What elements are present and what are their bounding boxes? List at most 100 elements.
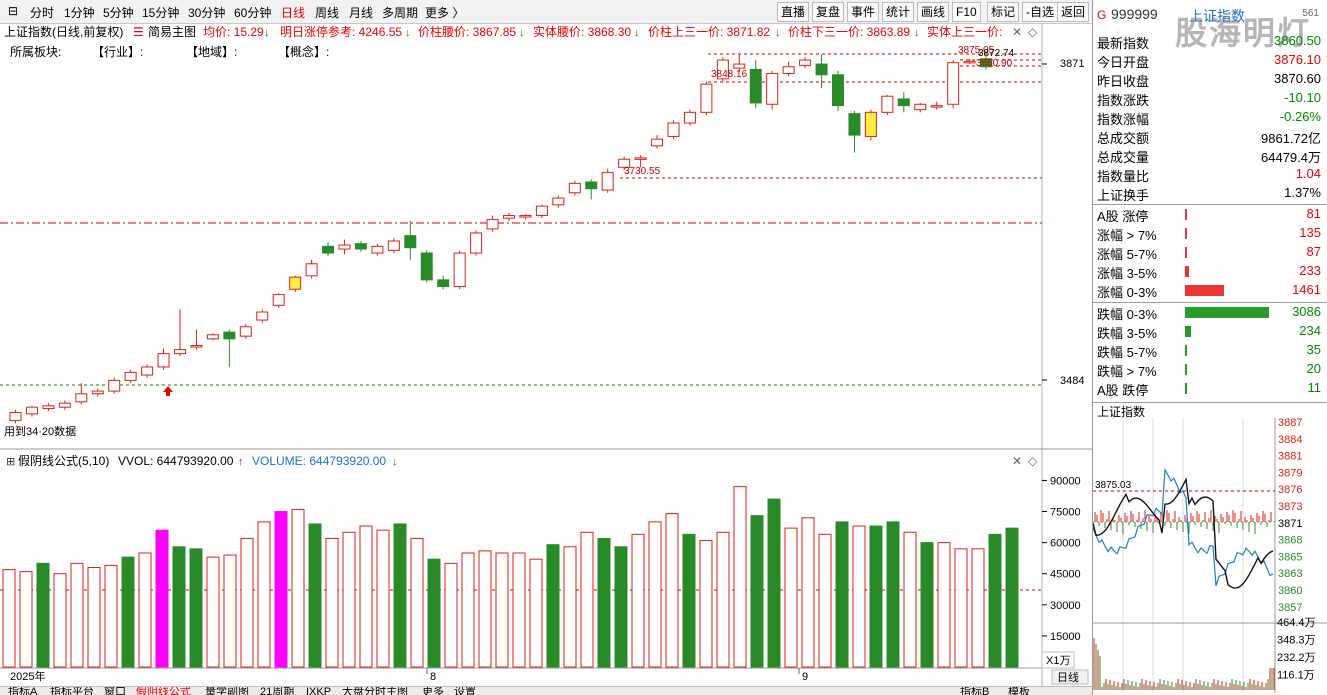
tab-indicator-platform[interactable]: 指标平台	[50, 686, 94, 695]
candle-body	[618, 158, 631, 168]
main-chart-label[interactable]: 简易主图	[148, 25, 196, 39]
volume-title[interactable]: 假阴线公式(5,10)	[18, 454, 109, 468]
volume-bar	[223, 554, 237, 668]
volume-bar	[240, 537, 254, 668]
tab-1min[interactable]: 1分钟	[64, 6, 95, 20]
close-icon[interactable]: ✕	[1012, 25, 1022, 39]
tab-index-intraday[interactable]: 大盘分时主图	[342, 686, 408, 695]
diamond-icon[interactable]: ◇	[1028, 25, 1038, 39]
mini-price-tick: 3884	[1278, 434, 1302, 446]
upper-third-label: 价柱上三一价: 3871.82	[648, 24, 770, 39]
tab-multi-period[interactable]: 多周期	[382, 6, 419, 20]
volume-bar	[206, 556, 220, 668]
volume-bar	[512, 552, 526, 668]
indicator-toggle-icon[interactable]: ⊞	[6, 456, 15, 468]
candle-body	[157, 353, 170, 368]
tab-volume-sub[interactable]: 量学副图	[205, 686, 249, 695]
volume-bar	[121, 556, 135, 668]
draw-button[interactable]: 画线	[917, 2, 950, 22]
candle-body	[42, 405, 55, 410]
tab-window[interactable]: 窗口	[104, 686, 126, 695]
quote-row-value: 1.37%	[1284, 185, 1321, 200]
breadth-row-value: 35	[1306, 342, 1321, 357]
arrow-down-icon: ↓	[405, 27, 411, 39]
quote-row: 指数涨跌 -10.10	[1097, 90, 1321, 108]
tab-21-period[interactable]: 21周期	[260, 686, 295, 695]
f10-button[interactable]: F10	[952, 2, 981, 22]
price-tick-top: 3871	[1060, 58, 1084, 70]
candle-body	[124, 371, 137, 381]
breadth-row-label: 涨幅 > 7%	[1097, 228, 1157, 243]
volume-bar	[614, 546, 628, 668]
breadth-row-label: 跌幅 3-5%	[1097, 326, 1157, 341]
concept-label: 【概念】:	[278, 44, 329, 59]
tab-more[interactable]: 更多 〉	[425, 6, 465, 20]
tab-60min[interactable]: 60分钟	[234, 6, 272, 20]
candle-series	[9, 54, 993, 424]
diamond-icon[interactable]: ◇	[1028, 454, 1038, 468]
quote-row-value: 1.04	[1295, 166, 1321, 181]
close-icon[interactable]: ✕	[1012, 454, 1022, 468]
tab-settings[interactable]: 设置	[454, 686, 476, 695]
quote-row-value: 3860.50	[1274, 33, 1321, 48]
tab-indicator-b[interactable]: 指标B	[960, 686, 990, 695]
tab-daily[interactable]: 日线	[281, 6, 306, 20]
quote-row: 今日开盘 3876.10	[1097, 52, 1321, 70]
low-annotation: 3860.90	[976, 58, 1013, 69]
tab-30min[interactable]: 30分钟	[188, 6, 226, 20]
mini-price-tick: 3879	[1278, 467, 1302, 479]
candle-body	[387, 240, 400, 251]
volume-bar	[308, 523, 322, 668]
mark1-annotation: 3848.16	[711, 69, 748, 80]
mini-intraday-chart[interactable]: 3887 3884 3881 3879 3876 3873 3871 3868 3865 3863…	[1093, 418, 1327, 693]
daily-tab[interactable]: 日线	[1057, 670, 1079, 684]
volume-bar	[580, 531, 594, 668]
limit-ref-label: 明日涨停参考: 4246.55	[280, 24, 402, 39]
mark-button[interactable]: 标记	[987, 2, 1020, 22]
candle-body	[733, 63, 746, 69]
tab-fake-yin[interactable]: 假阴线公式	[136, 686, 191, 695]
live-button[interactable]: 直播	[777, 2, 810, 22]
tab-15min[interactable]: 15分钟	[142, 6, 180, 20]
breadth-bar	[1185, 247, 1187, 258]
breadth-row-value: 1461	[1292, 282, 1321, 297]
review-button[interactable]: 复盘	[812, 2, 845, 22]
volume-bar	[699, 540, 713, 668]
breadth-bar	[1185, 326, 1191, 337]
volume-unit-box	[1041, 651, 1075, 669]
daily-tab-box[interactable]	[1051, 669, 1089, 685]
mark2-annotation: 3730.55	[624, 166, 661, 177]
body-upper-label: 实体上三一价:	[927, 24, 1002, 39]
candle-body	[174, 349, 186, 355]
tab-template[interactable]: 模板	[1008, 686, 1030, 695]
quote-row-label: 指数量比	[1097, 169, 1150, 184]
breadth-row: 涨幅 0-3% 1461	[1097, 282, 1321, 300]
tab-ixkp[interactable]: IXKP	[306, 686, 332, 695]
tab-fenshi[interactable]: 分时	[30, 6, 55, 20]
tab-more[interactable]: 更多	[422, 686, 444, 695]
volume-tick-label: 90000	[1050, 475, 1081, 487]
candle-body	[832, 74, 844, 107]
quote-row: 总成交量 64479.4万	[1097, 147, 1321, 165]
breadth-row-value: 20	[1306, 361, 1321, 376]
quote-row-label: 最新指数	[1097, 36, 1150, 51]
tab-weekly[interactable]: 周线	[315, 6, 340, 20]
breadth-row-label: 涨幅 5-7%	[1097, 247, 1157, 262]
chart-menu-icon[interactable]: ☰	[133, 25, 144, 39]
tab-monthly[interactable]: 月线	[349, 6, 374, 20]
candle-body	[239, 326, 252, 337]
candle-body	[9, 412, 22, 422]
tab-indicator-a[interactable]: 指标A	[8, 686, 38, 695]
tab-5min[interactable]: 5分钟	[103, 6, 134, 20]
back-button[interactable]: 返回	[1057, 2, 1090, 22]
home-icon[interactable]: ⊟	[8, 4, 19, 18]
quote-row-value: 9861.72亿	[1261, 131, 1321, 146]
watchlist-button[interactable]: -自选	[1022, 2, 1058, 22]
volume-bar	[104, 564, 118, 668]
stats-button[interactable]: 统计	[882, 2, 915, 22]
breadth-bar	[1185, 285, 1225, 296]
candle-body	[338, 244, 351, 250]
events-button[interactable]: 事件	[847, 2, 880, 22]
kline-chart[interactable]: 上证指数(日线,前复权) ☰ 简易主图 均价: 15.29 ↓ 明日涨停参考: …	[0, 24, 1092, 686]
volume-bar	[495, 552, 509, 668]
